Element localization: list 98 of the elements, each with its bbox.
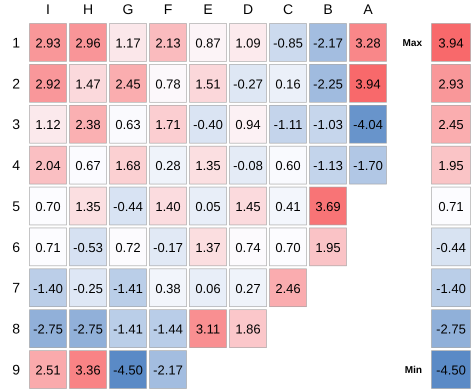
data-label: -0.27 bbox=[233, 76, 263, 92]
data-label: -2.25 bbox=[313, 76, 343, 92]
data-label: 0.05 bbox=[195, 199, 221, 214]
data-label: -1.41 bbox=[113, 322, 143, 337]
data-label: 0.70 bbox=[35, 199, 61, 214]
data-label: -2.75 bbox=[73, 322, 103, 337]
y-tick-label: Max bbox=[402, 38, 422, 49]
data-label: -2.17 bbox=[153, 362, 183, 378]
data-label: -0.44 bbox=[436, 240, 466, 255]
data-label: 1.12 bbox=[35, 117, 61, 132]
data-label: 2.45 bbox=[438, 117, 464, 132]
data-label: 2.45 bbox=[115, 76, 141, 92]
data-label: -1.44 bbox=[153, 322, 183, 337]
y-tick-label: 1 bbox=[12, 34, 20, 50]
data-label: 0.63 bbox=[115, 117, 141, 132]
data-label: 2.92 bbox=[35, 76, 61, 92]
data-label: 0.71 bbox=[35, 240, 61, 255]
data-label: 0.67 bbox=[75, 158, 101, 174]
data-label: -1.13 bbox=[313, 158, 343, 174]
y-tick-label: 6 bbox=[12, 238, 20, 255]
data-label: 2.93 bbox=[35, 35, 61, 50]
data-label: 2.46 bbox=[275, 280, 301, 296]
data-label: -0.53 bbox=[73, 240, 103, 255]
data-label: 0.72 bbox=[115, 240, 141, 255]
y-tick-label: 3 bbox=[12, 116, 20, 132]
data-label: 1.95 bbox=[438, 158, 464, 174]
data-label: -0.08 bbox=[233, 158, 263, 174]
data-label: 0.74 bbox=[235, 240, 261, 255]
x-tick-label: I bbox=[46, 1, 50, 17]
data-label: 1.37 bbox=[195, 240, 221, 255]
data-label: 3.11 bbox=[196, 322, 220, 337]
data-label: 1.17 bbox=[115, 35, 141, 50]
data-label: -1.70 bbox=[353, 158, 383, 174]
x-tick-label: G bbox=[122, 1, 134, 17]
data-label: 0.41 bbox=[275, 199, 301, 214]
data-label: -2.17 bbox=[313, 35, 343, 50]
data-label: 1.68 bbox=[115, 158, 141, 174]
data-label: 2.04 bbox=[35, 158, 61, 174]
y-tick-label: 5 bbox=[12, 198, 20, 214]
data-label: -0.85 bbox=[273, 35, 303, 50]
data-label: 3.69 bbox=[315, 199, 341, 214]
data-label: -0.40 bbox=[193, 117, 223, 132]
x-tick-label: F bbox=[164, 1, 172, 17]
data-label: -2.75 bbox=[436, 322, 466, 337]
data-label: 1.09 bbox=[235, 35, 261, 50]
data-label: -0.44 bbox=[113, 199, 143, 214]
data-label: 0.27 bbox=[235, 280, 261, 296]
data-label: 1.95 bbox=[315, 240, 341, 255]
data-label: 2.96 bbox=[75, 35, 101, 50]
y-tick-label: Min bbox=[404, 365, 422, 376]
y-tick-label: 9 bbox=[12, 362, 20, 378]
data-label: 3.28 bbox=[355, 35, 381, 50]
x-tick-label: E bbox=[203, 1, 213, 17]
data-label: 2.93 bbox=[438, 76, 464, 92]
data-label: 0.28 bbox=[155, 158, 181, 174]
data-label: 0.38 bbox=[155, 280, 181, 296]
data-label: 0.60 bbox=[275, 158, 301, 174]
data-label: 0.78 bbox=[155, 76, 181, 92]
y-tick-label: 4 bbox=[12, 157, 20, 174]
x-tick-label: C bbox=[282, 1, 294, 17]
x-tick-label: A bbox=[363, 1, 374, 17]
data-label: 0.16 bbox=[275, 76, 301, 92]
data-label: -4.50 bbox=[436, 362, 466, 378]
data-label: 1.86 bbox=[235, 322, 261, 337]
data-label: -2.75 bbox=[33, 322, 63, 337]
data-label: 3.94 bbox=[355, 76, 381, 92]
data-label: 1.51 bbox=[195, 76, 221, 92]
data-label: 1.47 bbox=[75, 76, 101, 92]
data-label: 0.06 bbox=[195, 280, 221, 296]
data-label: 0.94 bbox=[235, 117, 261, 132]
data-label: 2.51 bbox=[35, 362, 61, 378]
data-label: -0.25 bbox=[73, 280, 103, 296]
data-label: -1.41 bbox=[113, 280, 143, 296]
data-label: -1.11 bbox=[274, 117, 302, 132]
data-label: 0.87 bbox=[195, 35, 221, 50]
data-label: 0.71 bbox=[438, 199, 464, 214]
data-label: -1.40 bbox=[33, 280, 63, 296]
data-label: -1.40 bbox=[436, 280, 466, 296]
data-label: 2.13 bbox=[155, 35, 181, 50]
data-label: 1.45 bbox=[235, 199, 261, 214]
data-label: 3.94 bbox=[438, 35, 464, 50]
data-label: 1.35 bbox=[195, 158, 221, 174]
y-tick-label: 8 bbox=[12, 320, 20, 337]
data-label: 1.71 bbox=[155, 117, 181, 132]
data-label: -1.03 bbox=[313, 117, 343, 132]
data-label: 1.40 bbox=[155, 199, 181, 214]
data-label: 3.36 bbox=[75, 362, 101, 378]
x-tick-label: H bbox=[82, 1, 94, 17]
x-tick-label: D bbox=[242, 1, 254, 17]
data-label: 0.70 bbox=[275, 240, 301, 255]
data-label: 1.35 bbox=[75, 199, 101, 214]
y-tick-label: 2 bbox=[12, 75, 20, 92]
data-label: -0.17 bbox=[153, 240, 183, 255]
data-label: 2.38 bbox=[75, 117, 101, 132]
data-label: -4.50 bbox=[113, 362, 143, 378]
y-tick-label: 7 bbox=[12, 280, 20, 296]
data-label: -4.04 bbox=[353, 117, 383, 132]
x-tick-label: B bbox=[323, 1, 333, 17]
